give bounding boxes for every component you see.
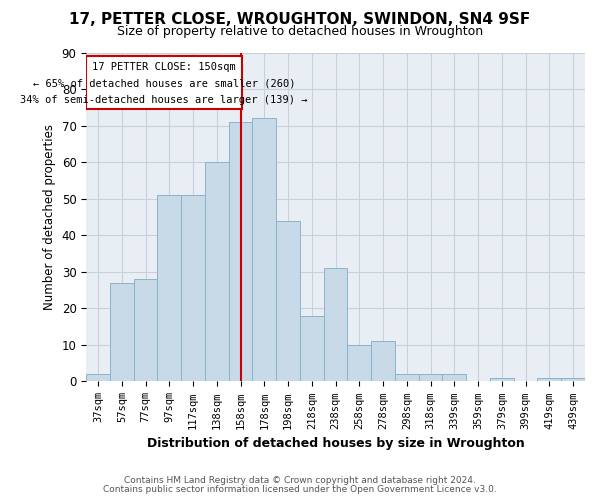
Bar: [395, 374, 419, 382]
Bar: [538, 378, 561, 382]
Bar: [181, 195, 205, 382]
Bar: [347, 345, 371, 382]
Text: 17, PETTER CLOSE, WROUGHTON, SWINDON, SN4 9SF: 17, PETTER CLOSE, WROUGHTON, SWINDON, SN…: [70, 12, 530, 28]
Bar: [490, 378, 514, 382]
Y-axis label: Number of detached properties: Number of detached properties: [43, 124, 56, 310]
Bar: [324, 268, 347, 382]
Bar: [229, 122, 253, 382]
Bar: [276, 220, 300, 382]
Bar: [253, 118, 276, 382]
Text: Contains HM Land Registry data © Crown copyright and database right 2024.: Contains HM Land Registry data © Crown c…: [124, 476, 476, 485]
Text: ← 65% of detached houses are smaller (260): ← 65% of detached houses are smaller (26…: [33, 78, 295, 88]
Bar: [561, 378, 585, 382]
X-axis label: Distribution of detached houses by size in Wroughton: Distribution of detached houses by size …: [147, 437, 524, 450]
Bar: [300, 316, 324, 382]
Bar: [157, 195, 181, 382]
Text: 34% of semi-detached houses are larger (139) →: 34% of semi-detached houses are larger (…: [20, 94, 308, 104]
FancyBboxPatch shape: [86, 56, 242, 109]
Bar: [371, 341, 395, 382]
Bar: [110, 283, 134, 382]
Text: Size of property relative to detached houses in Wroughton: Size of property relative to detached ho…: [117, 25, 483, 38]
Bar: [442, 374, 466, 382]
Text: 17 PETTER CLOSE: 150sqm: 17 PETTER CLOSE: 150sqm: [92, 62, 236, 72]
Bar: [86, 374, 110, 382]
Bar: [419, 374, 442, 382]
Text: Contains public sector information licensed under the Open Government Licence v3: Contains public sector information licen…: [103, 485, 497, 494]
Bar: [205, 162, 229, 382]
Bar: [134, 279, 157, 382]
